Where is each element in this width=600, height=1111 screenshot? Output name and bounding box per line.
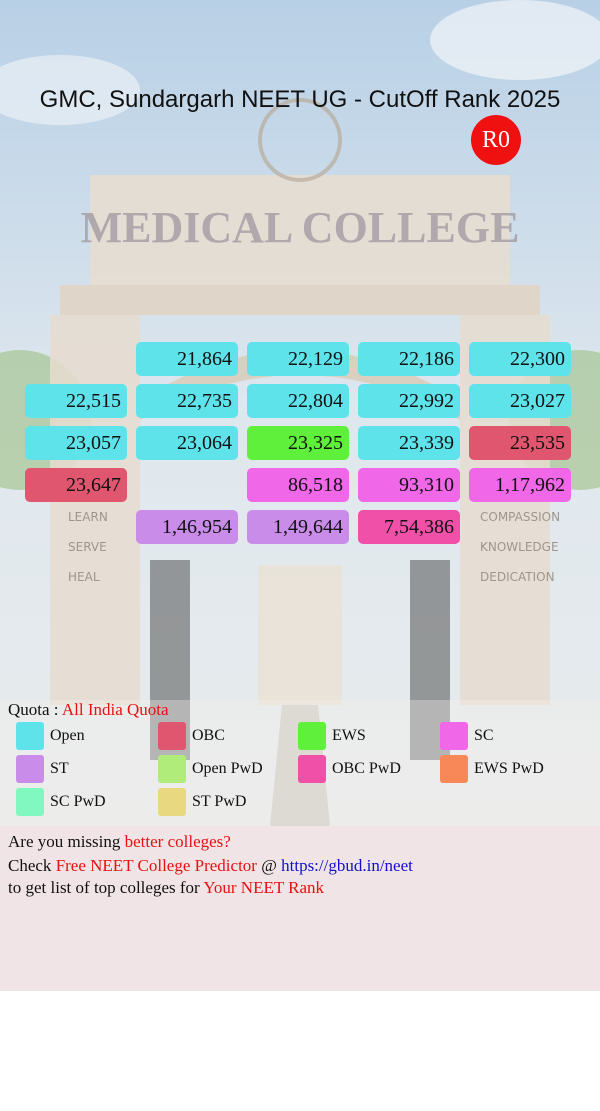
gate-word: DEDICATION xyxy=(480,570,555,584)
highlight: Free NEET College Predictor xyxy=(55,856,257,875)
gate-word: HEAL xyxy=(68,570,100,584)
rank-cell: 23,647 xyxy=(25,468,127,502)
legend-label: ST xyxy=(50,760,69,777)
rank-cell: 1,46,954 xyxy=(136,510,238,544)
rank-cell: 23,535 xyxy=(469,426,571,460)
text: @ xyxy=(256,856,282,875)
legend-label: EWS PwD xyxy=(474,760,544,777)
rank-cell: 22,735 xyxy=(136,384,238,418)
legend-label: ST PwD xyxy=(192,793,247,810)
rank-cell: 23,027 xyxy=(469,384,571,418)
legend-label: OBC xyxy=(192,727,225,744)
rank-cell: 1,49,644 xyxy=(247,510,349,544)
legend-label: SC xyxy=(474,727,494,744)
rank-cell: 86,518 xyxy=(247,468,349,502)
rank-cell: 1,17,962 xyxy=(469,468,571,502)
sign: MEDICAL COLLEGE xyxy=(80,203,520,252)
legend-swatch xyxy=(16,722,44,750)
text: to get list of top colleges for xyxy=(8,878,204,897)
highlight: Your NEET Rank xyxy=(203,878,325,897)
footer-line: Check Free NEET College Predictor @ http… xyxy=(8,856,413,876)
quota-value: All India Quota xyxy=(61,700,169,719)
round-badge: R0 xyxy=(471,115,521,165)
legend-swatch xyxy=(298,722,326,750)
rank-cell: 23,064 xyxy=(136,426,238,460)
legend-swatch xyxy=(16,788,44,816)
rank-cell: 7,54,386 xyxy=(358,510,460,544)
gate-word: COMPASSION xyxy=(480,510,561,524)
legend-swatch xyxy=(158,788,186,816)
rank-cell: 23,339 xyxy=(358,426,460,460)
footer-line: to get list of top colleges for Your NEE… xyxy=(8,878,324,898)
legend-swatch xyxy=(298,755,326,783)
legend-swatch xyxy=(158,755,186,783)
legend-swatch xyxy=(16,755,44,783)
gate-word: SERVE xyxy=(68,540,107,554)
text: Check xyxy=(8,856,56,875)
rank-cell: 22,300 xyxy=(469,342,571,376)
legend-label: SC PwD xyxy=(50,793,106,810)
rank-cell: 22,186 xyxy=(358,342,460,376)
legend-label: Open PwD xyxy=(192,760,263,777)
link[interactable]: https://gbud.in/neet xyxy=(281,856,413,875)
legend-swatch xyxy=(440,755,468,783)
rank-cell: 23,325 xyxy=(247,426,349,460)
legend-label: OBC PwD xyxy=(332,760,401,777)
legend-swatch xyxy=(440,722,468,750)
rank-cell: 23,057 xyxy=(25,426,127,460)
legend-label: EWS xyxy=(332,727,366,744)
rank-cell: 22,515 xyxy=(25,384,127,418)
rank-cell: 93,310 xyxy=(358,468,460,502)
footer: Are you missing better colleges? Check F… xyxy=(0,826,600,991)
highlight: better colleges? xyxy=(124,832,231,851)
quota-label: Quota : xyxy=(8,700,59,719)
gate-word: KNOWLEDGE xyxy=(480,540,559,554)
rank-cell: 22,804 xyxy=(247,384,349,418)
legend-label: Open xyxy=(50,727,85,744)
rank-cell: 22,992 xyxy=(358,384,460,418)
rank-cell: 22,129 xyxy=(247,342,349,376)
legend-swatch xyxy=(158,722,186,750)
text: Are you missing xyxy=(8,832,125,851)
footer-line: Are you missing better colleges? xyxy=(8,832,231,852)
quota: Quota : All India Quota xyxy=(8,700,169,720)
title: GMC, Sundargarh NEET UG - CutOff Rank 20… xyxy=(39,86,561,113)
rank-cell: 21,864 xyxy=(136,342,238,376)
gate-word: LEARN xyxy=(68,510,108,524)
